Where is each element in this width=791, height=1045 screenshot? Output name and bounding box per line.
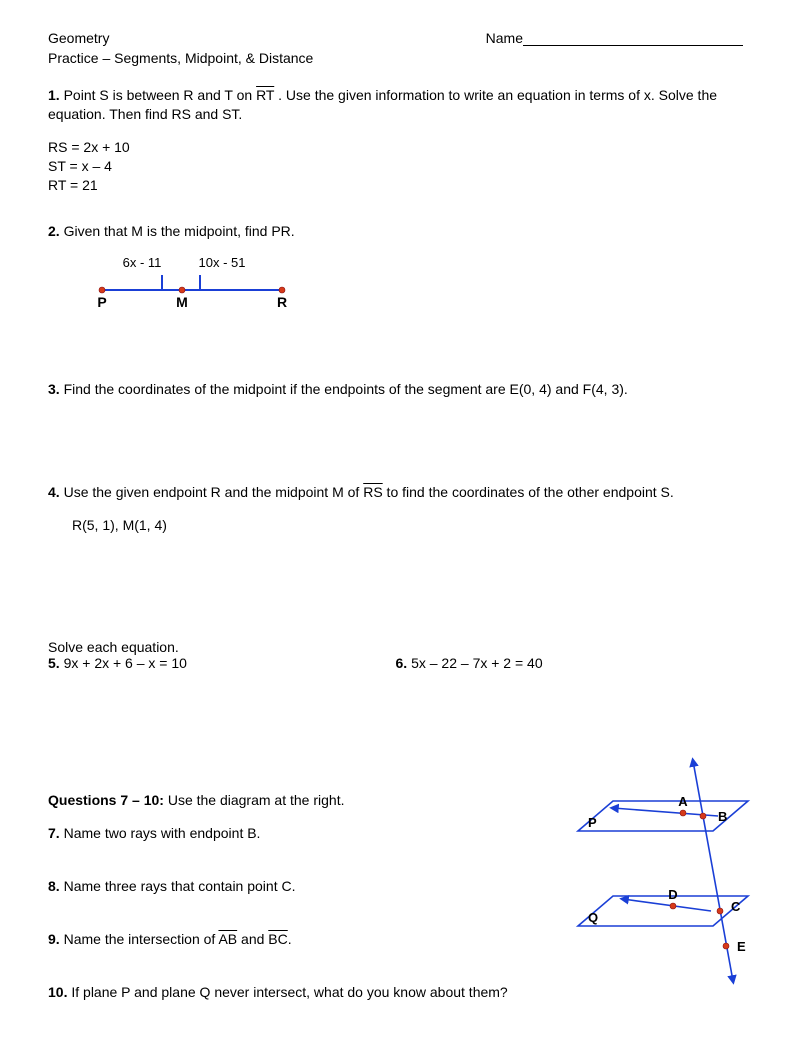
label-M: M	[176, 294, 188, 310]
dot-P	[99, 287, 105, 293]
q6-text: 5x – 22 – 7x + 2 = 40	[411, 655, 543, 671]
question-1: 1. Point S is between R and T on RT . Us…	[48, 86, 743, 124]
subtitle: Practice – Segments, Midpoint, & Distanc…	[48, 50, 743, 66]
q9-seg1: AB	[218, 931, 237, 947]
q10-text: If plane P and plane Q never intersect, …	[71, 984, 507, 1000]
dot-D	[670, 903, 676, 909]
q7-10-header: Questions 7 – 10:	[48, 792, 164, 808]
q2-num: 2.	[48, 223, 60, 239]
worksheet-page: Geometry Name Practice – Segments, Midpo…	[0, 0, 791, 1045]
course-title: Geometry	[48, 30, 109, 46]
q3-text: Find the coordinates of the midpoint if …	[64, 381, 628, 397]
segment-svg: 6x - 11 10x - 51 P M R	[72, 255, 302, 315]
q2-text: Given that M is the midpoint, find PR.	[64, 223, 295, 239]
dot-B	[700, 813, 706, 819]
label-P: P	[97, 294, 106, 310]
q1-text-a: Point S is between R and T on	[64, 87, 257, 103]
label-plane-Q: Q	[588, 910, 598, 925]
label-C: C	[731, 899, 741, 914]
q4-given: R(5, 1), M(1, 4)	[48, 516, 743, 535]
solve-header: Solve each equation.	[48, 639, 743, 655]
q1-eq2: ST = x – 4	[48, 157, 743, 176]
dot-M	[179, 287, 185, 293]
q5-text: 9x + 2x + 6 – x = 10	[64, 655, 187, 671]
question-3: 3. Find the coordinates of the midpoint …	[48, 380, 743, 399]
question-6: 6. 5x – 22 – 7x + 2 = 40	[396, 655, 744, 671]
q1-segment: RT	[256, 87, 274, 103]
label-B: B	[718, 809, 727, 824]
dot-C	[717, 908, 723, 914]
q6-num: 6.	[396, 655, 408, 671]
dot-E	[723, 943, 729, 949]
q1-eq1: RS = 2x + 10	[48, 138, 743, 157]
q8-text: Name three rays that contain point C.	[64, 878, 296, 894]
name-blank-line	[523, 31, 743, 46]
seg-label-right: 10x - 51	[199, 255, 246, 270]
q1-eq3: RT = 21	[48, 176, 743, 195]
question-4: 4. Use the given endpoint R and the midp…	[48, 483, 743, 502]
dot-R	[279, 287, 285, 293]
q2-segment-diagram: 6x - 11 10x - 51 P M R	[72, 255, 743, 318]
label-plane-P: P	[588, 815, 597, 830]
label-D: D	[668, 887, 677, 902]
question-2: 2. Given that M is the midpoint, find PR…	[48, 222, 743, 241]
dot-A	[680, 810, 686, 816]
q1-equations: RS = 2x + 10 ST = x – 4 RT = 21	[48, 138, 743, 195]
label-A: A	[678, 794, 688, 809]
name-field: Name	[486, 30, 743, 46]
planes-diagram: P Q A B D C E	[533, 751, 763, 1004]
header-row: Geometry Name	[48, 30, 743, 46]
q9-num: 9.	[48, 931, 60, 947]
q4-text-a: Use the given endpoint R and the midpoin…	[64, 484, 364, 500]
name-label: Name	[486, 30, 523, 46]
solve-row: 5. 9x + 2x + 6 – x = 10 6. 5x – 22 – 7x …	[48, 655, 743, 671]
q9-seg2: BC	[268, 931, 287, 947]
q10-num: 10.	[48, 984, 67, 1000]
q3-num: 3.	[48, 381, 60, 397]
q4-segment: RS	[363, 484, 382, 500]
question-5: 5. 9x + 2x + 6 – x = 10	[48, 655, 396, 671]
label-E: E	[737, 939, 746, 954]
q9-end: .	[288, 931, 292, 947]
planes-svg: P Q A B D C E	[533, 751, 763, 1001]
q9-mid: and	[237, 931, 268, 947]
seg-label-left: 6x - 11	[123, 255, 162, 270]
q4-text-b: to find the coordinates of the other end…	[383, 484, 674, 500]
q7-num: 7.	[48, 825, 60, 841]
q7-10-block: P Q A B D C E	[48, 791, 743, 1001]
q7-10-header-text: Use the diagram at the right.	[164, 792, 345, 808]
q1-num: 1.	[48, 87, 60, 103]
label-R: R	[277, 294, 287, 310]
q8-num: 8.	[48, 878, 60, 894]
q9-a: Name the intersection of	[64, 931, 219, 947]
q4-num: 4.	[48, 484, 60, 500]
q7-text: Name two rays with endpoint B.	[64, 825, 261, 841]
q5-num: 5.	[48, 655, 60, 671]
ray-CD	[623, 899, 711, 911]
